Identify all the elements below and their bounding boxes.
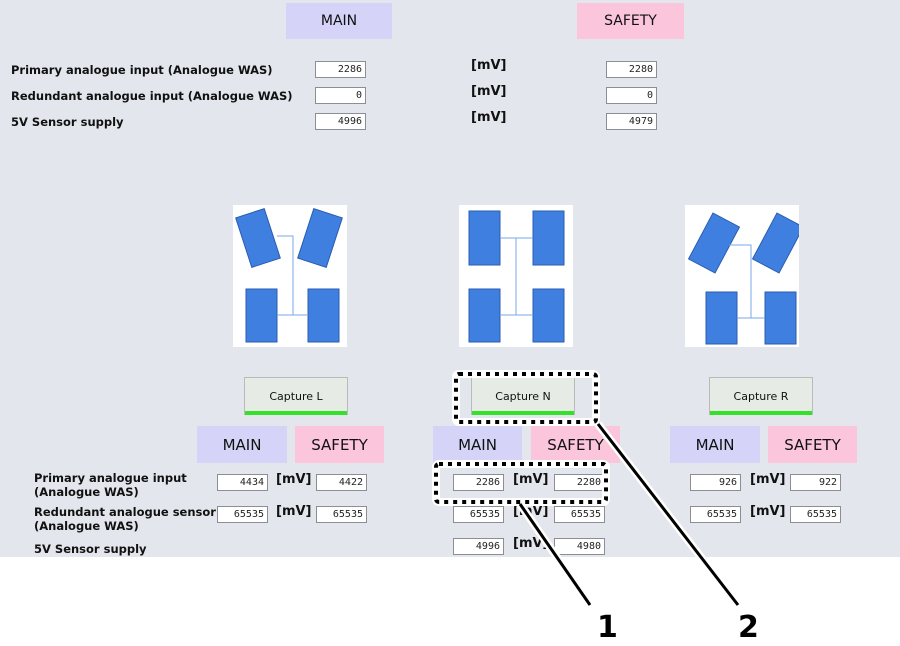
safety-header: SAFETY <box>577 3 684 39</box>
main-header: MAIN <box>286 3 392 39</box>
main-primary-field[interactable]: 2286 <box>315 61 366 78</box>
callout-number-2: 2 <box>738 610 759 645</box>
row-label-supply: 5V Sensor supply <box>34 542 147 556</box>
row-label-redundant: Redundant analogue sensor (Analogue WAS) <box>34 505 216 533</box>
safety-redundant-field[interactable]: 0 <box>606 87 657 104</box>
right-main-primary-field[interactable]: 926 <box>690 474 741 491</box>
unit-label: [mV] <box>513 536 549 551</box>
capture-l-button[interactable]: Capture L <box>244 377 348 415</box>
safety-supply-field[interactable]: 4979 <box>606 113 657 130</box>
right-safety-redundant-field[interactable]: 65535 <box>790 506 841 523</box>
unit-label: [mV] <box>750 504 786 519</box>
unit-label: [mV] <box>513 472 549 487</box>
left-main-header: MAIN <box>197 426 287 463</box>
right-main-header: MAIN <box>670 426 760 463</box>
center-main-header: MAIN <box>433 426 522 463</box>
right-main-redundant-field[interactable]: 65535 <box>690 506 741 523</box>
steering-left-diagram <box>233 205 347 347</box>
unit-label: [mV] <box>750 472 786 487</box>
unit-label: [mV] <box>276 472 312 487</box>
callout-number-1: 1 <box>597 610 618 645</box>
safety-primary-field[interactable]: 2280 <box>606 61 657 78</box>
center-safety-redundant-field[interactable]: 65535 <box>554 506 605 523</box>
left-safety-primary-field[interactable]: 4422 <box>316 474 367 491</box>
steering-neutral-diagram <box>459 205 573 347</box>
unit-label: [mV] <box>276 504 312 519</box>
row-label-supply: 5V Sensor supply <box>11 115 124 129</box>
center-main-supply-field[interactable]: 4996 <box>453 538 504 555</box>
row-label-redundant: Redundant analogue input (Analogue WAS) <box>11 89 293 103</box>
capture-r-button[interactable]: Capture R <box>709 377 813 415</box>
center-main-redundant-field[interactable]: 65535 <box>453 506 504 523</box>
main-supply-field[interactable]: 4996 <box>315 113 366 130</box>
unit-label: [mV] <box>471 58 507 73</box>
row-label-primary: Primary analogue input (Analogue WAS) <box>34 471 187 499</box>
right-safety-primary-field[interactable]: 922 <box>790 474 841 491</box>
steering-right-diagram <box>685 205 805 347</box>
unit-label: [mV] <box>471 84 507 99</box>
left-safety-header: SAFETY <box>295 426 384 463</box>
right-safety-header: SAFETY <box>768 426 857 463</box>
center-main-primary-field[interactable]: 2286 <box>453 474 504 491</box>
row-label-primary: Primary analogue input (Analogue WAS) <box>11 63 273 77</box>
left-main-redundant-field[interactable]: 65535 <box>217 506 268 523</box>
unit-label: [mV] <box>471 110 507 125</box>
left-safety-redundant-field[interactable]: 65535 <box>316 506 367 523</box>
main-redundant-field[interactable]: 0 <box>315 87 366 104</box>
center-safety-supply-field[interactable]: 4980 <box>554 538 605 555</box>
left-main-primary-field[interactable]: 4434 <box>217 474 268 491</box>
